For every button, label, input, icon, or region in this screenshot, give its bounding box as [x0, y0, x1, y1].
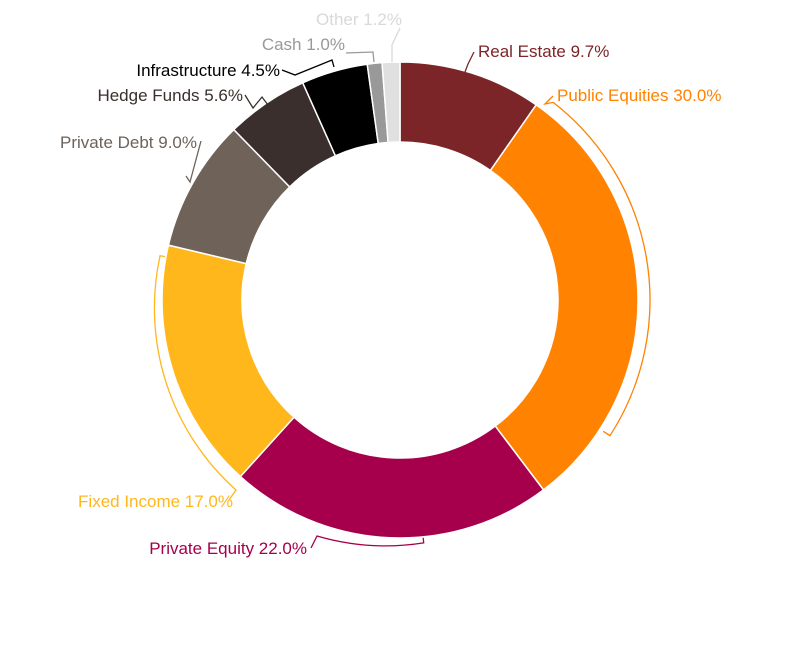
data-label: Public Equities 30.0%	[557, 86, 721, 105]
data-label: Infrastructure 4.5%	[136, 61, 280, 80]
data-label: Real Estate 9.7%	[478, 42, 609, 61]
data-label: Other 1.2%	[316, 10, 402, 29]
leader-line	[345, 51, 375, 63]
leader-line	[391, 27, 401, 62]
leader-line	[281, 59, 335, 76]
slice-public-equities	[489, 103, 639, 491]
slice-private-equity	[239, 416, 545, 539]
leader-line	[153, 254, 237, 501]
data-label: Cash 1.0%	[262, 35, 345, 54]
leader-line	[310, 535, 425, 549]
data-label: Private Debt 9.0%	[60, 133, 197, 152]
leader-line	[461, 51, 475, 81]
leader-line	[244, 94, 269, 110]
data-label: Hedge Funds 5.6%	[97, 86, 243, 105]
slice-other	[381, 61, 401, 144]
data-label: Private Equity 22.0%	[149, 539, 307, 558]
leader-line	[185, 140, 202, 184]
data-label: Fixed Income 17.0%	[78, 492, 233, 511]
leader-line	[543, 95, 651, 437]
